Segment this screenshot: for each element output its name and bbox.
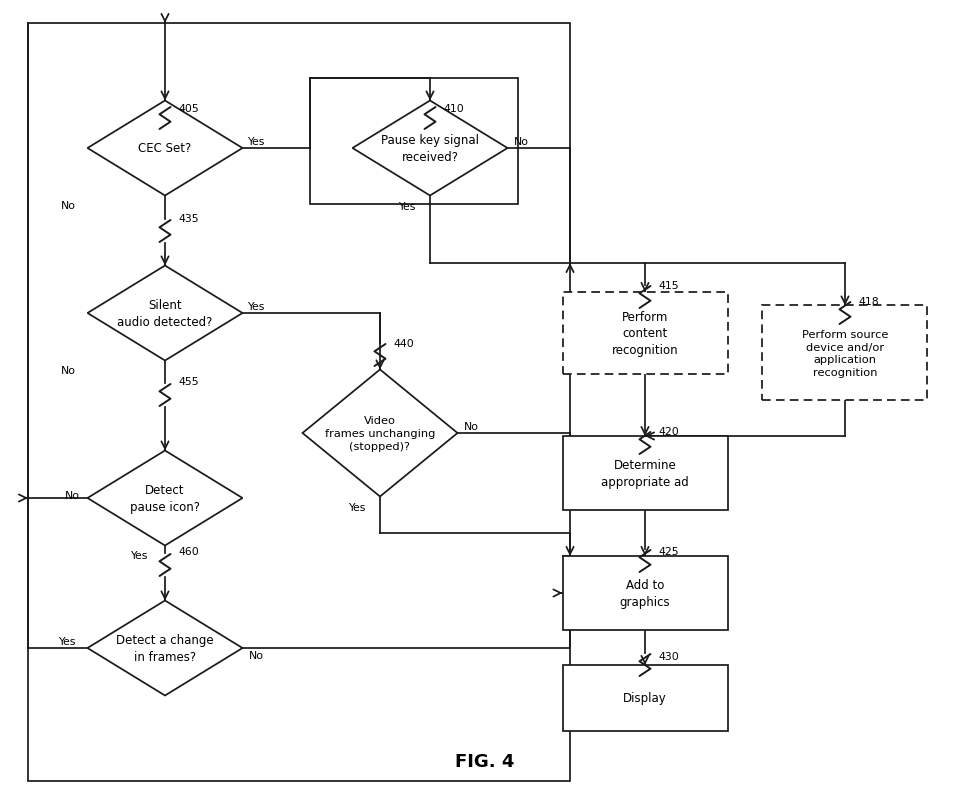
Text: 460: 460 xyxy=(178,546,199,556)
Polygon shape xyxy=(303,370,458,497)
Text: 420: 420 xyxy=(658,426,679,437)
Text: No: No xyxy=(61,366,75,376)
Text: Video
frames unchanging
(stopped)?: Video frames unchanging (stopped)? xyxy=(324,416,435,451)
Text: Yes: Yes xyxy=(348,503,365,513)
Text: Yes: Yes xyxy=(398,202,415,212)
Bar xyxy=(762,306,927,401)
Bar xyxy=(563,665,727,731)
Bar xyxy=(563,556,727,630)
Text: Yes: Yes xyxy=(58,636,75,646)
Text: 440: 440 xyxy=(393,339,414,349)
Text: Perform source
device and/or
application
recognition: Perform source device and/or application… xyxy=(802,329,888,377)
Text: Yes: Yes xyxy=(129,551,147,560)
Text: No: No xyxy=(514,137,528,147)
Text: Silent
audio detected?: Silent audio detected? xyxy=(118,299,213,328)
Text: No: No xyxy=(61,202,75,211)
Text: No: No xyxy=(249,650,264,660)
Text: 410: 410 xyxy=(443,104,464,114)
Text: 415: 415 xyxy=(658,281,678,291)
Bar xyxy=(563,292,727,374)
Polygon shape xyxy=(87,266,242,361)
Polygon shape xyxy=(87,601,242,695)
Bar xyxy=(310,79,517,204)
Text: Detect a change
in frames?: Detect a change in frames? xyxy=(117,634,214,663)
Text: Perform
content
recognition: Perform content recognition xyxy=(612,311,678,357)
Text: Yes: Yes xyxy=(248,302,265,312)
Text: Detect
pause icon?: Detect pause icon? xyxy=(130,483,200,513)
Polygon shape xyxy=(87,451,242,546)
Bar xyxy=(563,437,727,511)
Text: No: No xyxy=(65,491,79,500)
Text: CEC Set?: CEC Set? xyxy=(138,142,192,155)
Text: 405: 405 xyxy=(178,104,199,114)
Text: 455: 455 xyxy=(178,377,199,386)
Bar xyxy=(28,24,570,781)
Text: No: No xyxy=(464,422,478,431)
Polygon shape xyxy=(87,101,242,196)
Text: Add to
graphics: Add to graphics xyxy=(619,578,670,608)
Text: Pause key signal
received?: Pause key signal received? xyxy=(381,134,479,164)
Text: Determine
appropriate ad: Determine appropriate ad xyxy=(601,459,689,488)
Text: Display: Display xyxy=(623,691,666,704)
Text: Yes: Yes xyxy=(248,137,265,147)
Text: 435: 435 xyxy=(178,214,199,224)
Polygon shape xyxy=(353,101,508,196)
Text: 430: 430 xyxy=(658,651,679,661)
Text: 418: 418 xyxy=(858,296,879,307)
Text: FIG. 4: FIG. 4 xyxy=(456,752,514,770)
Text: 425: 425 xyxy=(658,546,678,556)
